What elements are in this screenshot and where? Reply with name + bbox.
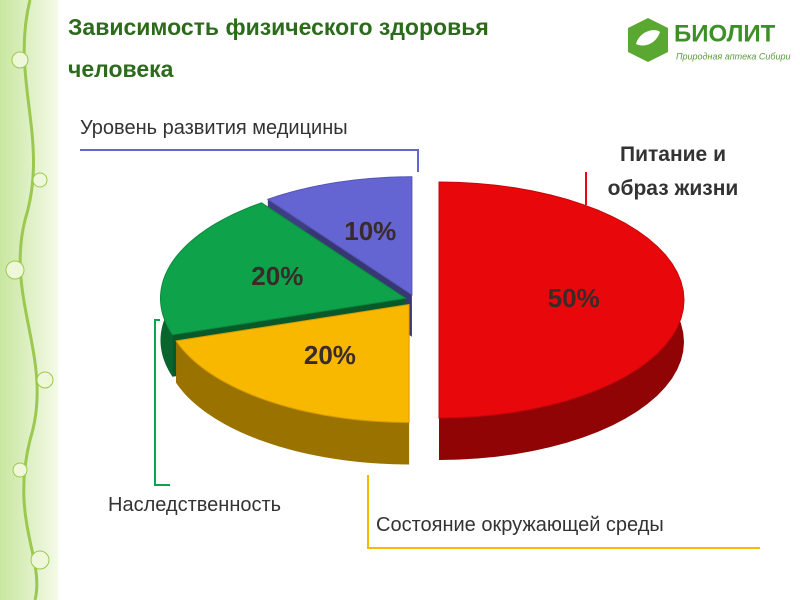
slice bbox=[159, 202, 407, 336]
flowers bbox=[5, 51, 54, 570]
logo-tagline: Природная аптека Сибири bbox=[676, 51, 790, 61]
connectors bbox=[80, 149, 760, 549]
category-label: Питание и образ жизни bbox=[607, 143, 739, 200]
slice-side bbox=[176, 340, 410, 465]
vine bbox=[18, 0, 39, 600]
value-label: 20% bbox=[304, 340, 356, 370]
connector-line bbox=[80, 149, 419, 172]
category-label: Состояние окружающей среды bbox=[376, 514, 664, 536]
value-label: 50% bbox=[548, 283, 600, 313]
slide-title: Зависимость физического здоровья человек… bbox=[68, 14, 489, 82]
logo: БИОЛИТ Природная аптека Сибири bbox=[628, 18, 790, 62]
pie: 50% 20% 20% 10% bbox=[159, 176, 685, 465]
slice bbox=[175, 303, 410, 423]
connector-line bbox=[154, 319, 170, 486]
logo-leaf bbox=[636, 30, 660, 46]
slice bbox=[438, 181, 685, 419]
category-label: Наследственность bbox=[108, 494, 282, 516]
logo-name: БИОЛИТ bbox=[674, 20, 776, 47]
connector-line bbox=[367, 475, 760, 549]
category-label: Уровень развития медицины bbox=[80, 117, 348, 139]
side-decoration bbox=[0, 0, 58, 600]
value-label: 20% bbox=[251, 261, 303, 291]
slice bbox=[266, 176, 413, 296]
value-label: 10% bbox=[344, 216, 396, 246]
